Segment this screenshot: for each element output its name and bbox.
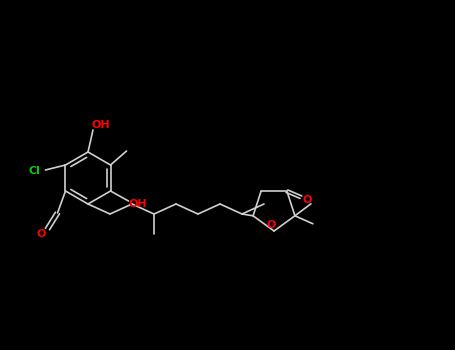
Text: O: O [302,195,312,205]
Text: O: O [266,220,276,230]
Text: Cl: Cl [29,166,40,176]
Text: OH: OH [128,199,147,209]
Text: O: O [37,229,46,239]
Text: OH: OH [92,120,110,130]
